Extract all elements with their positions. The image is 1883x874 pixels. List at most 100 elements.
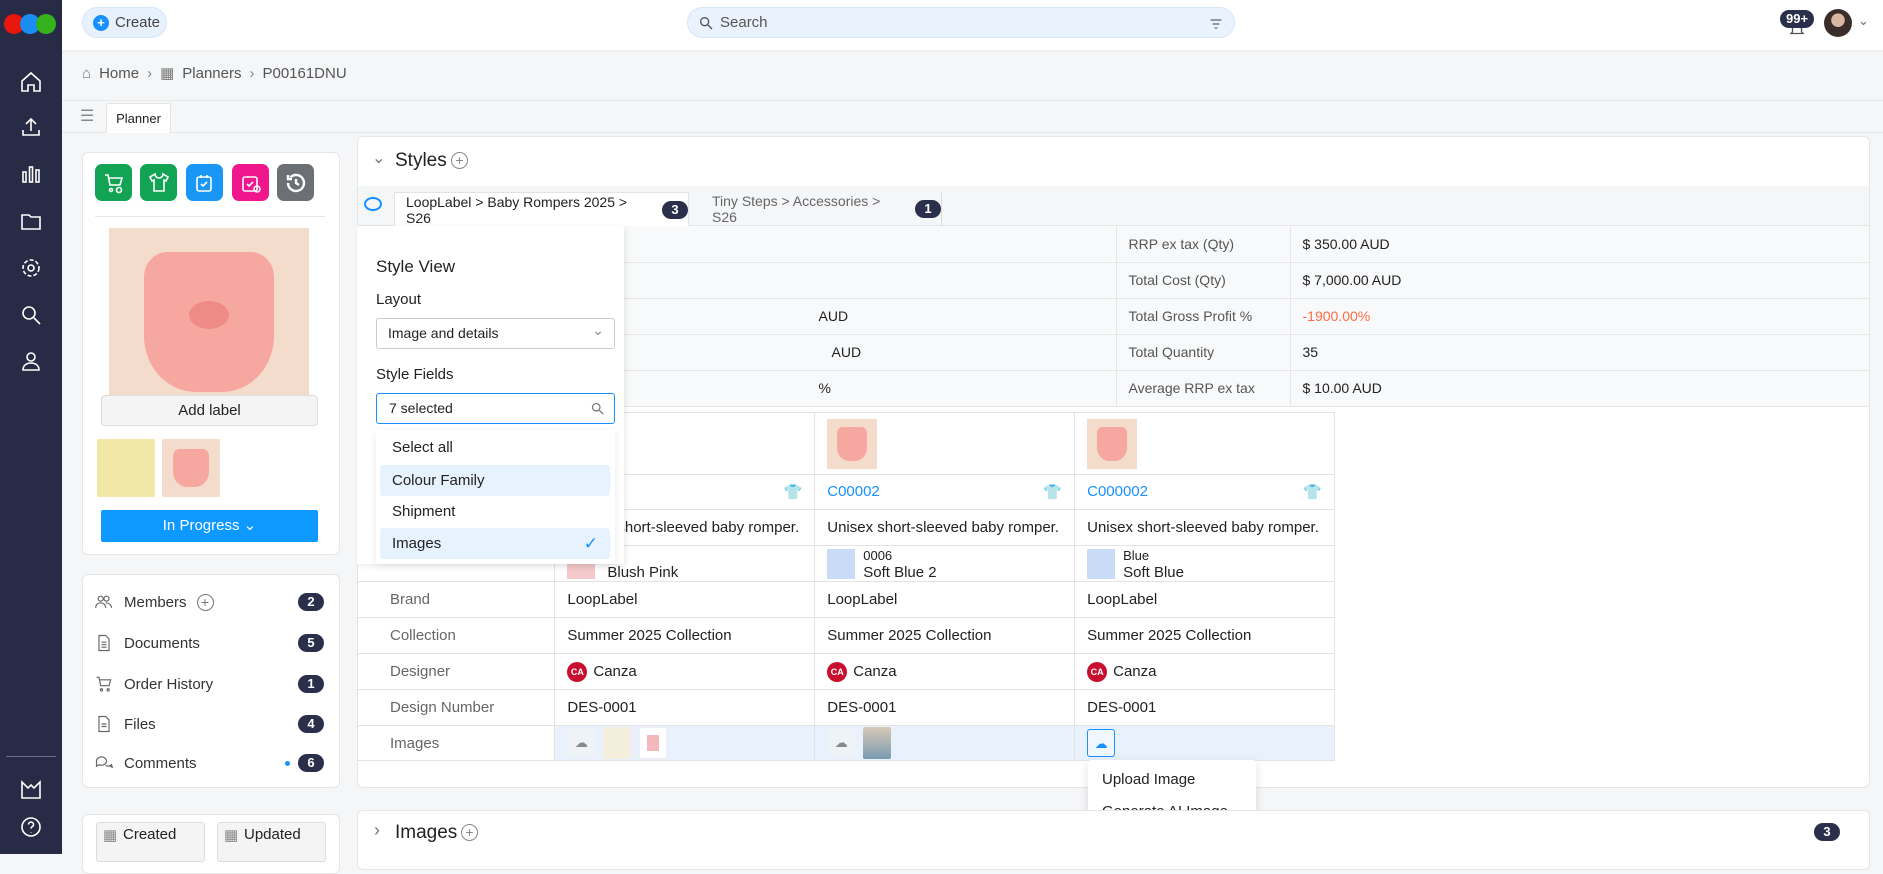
search-icon[interactable] (17, 301, 45, 329)
status-dropdown[interactable]: In Progress ⌄ (101, 510, 318, 542)
summary-row: % Average RRP ex tax $ 10.00 AUD (358, 370, 1870, 407)
cell: Summer 2025 Collection (554, 617, 816, 654)
chevron-down-icon[interactable]: ⌄ (1858, 13, 1869, 28)
link-files[interactable]: Files 4 (94, 713, 324, 735)
option-select-all[interactable]: Select all (392, 439, 453, 456)
users-icon (95, 595, 113, 608)
calendar-icon: ▦ (160, 65, 175, 82)
comments-icon (95, 756, 114, 769)
summary-value: AUD (556, 298, 1117, 335)
tab-planner[interactable]: Planner (106, 103, 171, 133)
option-images[interactable]: Images ✓ (380, 528, 610, 559)
chevron-down-icon: ⌄ (592, 322, 604, 338)
create-button[interactable]: + Create (82, 7, 167, 38)
style-fields-input[interactable]: 7 selected (376, 393, 615, 424)
style-code-link[interactable]: C00002 (827, 483, 880, 500)
created-date: ▦ Created (96, 822, 205, 862)
summary-value: % (556, 370, 1117, 407)
breadcrumb-home[interactable]: Home (99, 64, 140, 82)
image-thumbnail[interactable] (639, 727, 668, 759)
summary-label: Total Gross Profit % (1116, 298, 1291, 335)
designer-name: Canza (853, 662, 897, 680)
app-logo[interactable] (4, 14, 58, 34)
link-comments[interactable]: Comments 6 (94, 752, 324, 774)
image-thumbnail[interactable] (603, 727, 632, 759)
summary-value: $ 7,000.00 AUD (1290, 262, 1870, 299)
thumbnail[interactable] (97, 439, 155, 497)
user-icon[interactable] (17, 347, 45, 375)
row-label: Designer (356, 653, 556, 690)
tab-style-group-1[interactable]: LoopLabel > Baby Rompers 2025 > S26 3 (394, 192, 689, 226)
link-label: Files (124, 715, 156, 733)
designer-avatar: CA (827, 661, 848, 682)
sidebar (0, 0, 62, 854)
gear-icon[interactable] (17, 254, 45, 282)
tab-style-group-2[interactable]: Tiny Steps > Accessories > S26 1 (712, 192, 942, 226)
hanger-tshirt-icon[interactable]: 👕 (1043, 484, 1063, 501)
hanger-tshirt-icon[interactable]: 👕 (1303, 484, 1322, 501)
add-style-icon[interactable]: + (451, 152, 468, 169)
summary-value: 35 (1290, 334, 1870, 371)
style-thumbnail[interactable] (1087, 418, 1138, 469)
thumbnail[interactable] (162, 439, 220, 497)
unread-dot (285, 760, 290, 766)
breadcrumb-planners[interactable]: Planners (182, 64, 242, 82)
history-button[interactable] (277, 164, 314, 201)
cell: CA Canza (554, 653, 816, 690)
images-row: Images ☁ ☁ ☁ (356, 725, 1335, 761)
link-members[interactable]: Members +2 (94, 591, 324, 613)
calendar-icon: ▦ (224, 827, 239, 844)
style-code-link[interactable]: C000002 (1087, 483, 1148, 500)
cancel-schedule-button[interactable] (232, 164, 269, 201)
summary-label: RRP ex tax (Qty) (1116, 226, 1291, 263)
collapse-chevron-icon[interactable]: ⌄ (372, 150, 386, 167)
search-placeholder: Search (720, 14, 768, 31)
link-order-history[interactable]: Order History 1 (94, 673, 324, 695)
upload-icon[interactable] (17, 113, 45, 141)
history-icon (286, 173, 305, 192)
folder-icon[interactable] (17, 207, 45, 235)
search-icon (700, 16, 713, 30)
summary-value (556, 226, 1117, 263)
option-colour-family[interactable]: Colour Family (380, 465, 610, 496)
eye-icon[interactable] (364, 197, 382, 211)
avatar[interactable] (1824, 9, 1852, 37)
style-thumbnail[interactable] (827, 418, 878, 469)
add-style-button[interactable] (140, 164, 177, 201)
link-documents[interactable]: Documents 5 (94, 632, 324, 654)
cell: LoopLabel (1074, 581, 1335, 618)
add-image-icon[interactable]: + (461, 824, 478, 841)
filter-icon[interactable] (1208, 16, 1224, 32)
chevron-right-icon: › (147, 64, 153, 82)
breadcrumb-current: P00161DNU (262, 64, 347, 82)
layout-select[interactable]: Image and details ⌄ (376, 318, 615, 349)
main-style-image[interactable] (109, 228, 309, 396)
check-icon: ✓ (583, 533, 598, 553)
tab-label: Tiny Steps > Accessories > S26 (712, 193, 881, 225)
upload-cloud-icon[interactable]: ☁ (1087, 729, 1116, 757)
upload-cloud-icon[interactable]: ☁ (827, 729, 856, 757)
plus-icon: + (93, 14, 109, 31)
option-shipment[interactable]: Shipment (392, 503, 456, 520)
schedule-button[interactable] (186, 164, 223, 201)
help-icon[interactable] (17, 813, 45, 841)
hanger-tshirt-icon[interactable]: 👕 (783, 484, 803, 501)
upload-image-item[interactable]: Upload Image (1102, 771, 1196, 788)
add-member-icon[interactable]: + (196, 593, 214, 611)
notification-bell[interactable]: 99+ (1780, 10, 1815, 40)
add-label-button[interactable]: Add label (101, 395, 318, 426)
menu-icon[interactable]: ☰ (80, 108, 95, 125)
expand-chevron-icon[interactable]: › (374, 820, 380, 840)
add-to-order-button[interactable] (95, 164, 132, 201)
images-title: Images (395, 822, 458, 843)
report-icon[interactable] (17, 776, 45, 804)
colour-code: 0006 (863, 547, 893, 563)
home-icon[interactable] (17, 68, 45, 96)
file-icon (98, 715, 110, 733)
chart-icon[interactable] (17, 160, 45, 188)
count-badge: 2 (298, 593, 324, 611)
image-thumbnail[interactable] (863, 727, 892, 759)
sidebar-divider (6, 756, 56, 757)
upload-cloud-icon[interactable]: ☁ (567, 729, 596, 757)
search-input[interactable]: Search (687, 7, 1235, 38)
